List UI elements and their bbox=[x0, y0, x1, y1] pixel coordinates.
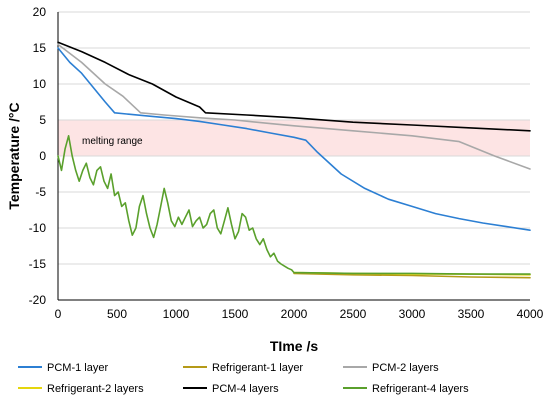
series-line-pcm-2-layers bbox=[57, 43, 531, 170]
legend-item: Refrigerant-1 layer bbox=[183, 362, 303, 374]
band-label: melting range bbox=[82, 136, 143, 147]
series-line-refrigerant-4-layers bbox=[57, 135, 531, 275]
grid-layer bbox=[58, 11, 530, 301]
series-line-pcm-1-layer bbox=[57, 47, 531, 231]
x-tick-label: 2000 bbox=[281, 307, 308, 321]
legend-item: Refrigerant-4 layers bbox=[343, 383, 469, 395]
y-tick-label: -10 bbox=[29, 221, 47, 235]
x-tick-label: 2500 bbox=[340, 307, 367, 321]
x-tick-label: 0 bbox=[55, 307, 62, 321]
y-tick-label: -5 bbox=[35, 185, 46, 199]
y-tick-label: 20 bbox=[33, 5, 47, 19]
x-axis-title: TIme /s bbox=[270, 338, 318, 354]
legend-label: PCM-4 layers bbox=[212, 383, 279, 395]
x-tick-label: 500 bbox=[107, 307, 127, 321]
legend-label: Refrigerant-1 layer bbox=[212, 362, 303, 374]
x-tick-label: 1500 bbox=[222, 307, 249, 321]
series-line-refrigerant-1-layer bbox=[293, 272, 531, 279]
y-tick-label: 15 bbox=[33, 41, 47, 55]
series-layer bbox=[57, 41, 531, 279]
x-tick-label: 4000 bbox=[517, 307, 544, 321]
y-tick-label: 0 bbox=[39, 149, 46, 163]
legend: PCM-1 layer Refrigerant-1 layer PCM-2 laye… bbox=[18, 362, 469, 395]
y-tick-label: -20 bbox=[29, 293, 47, 307]
legend-item: PCM-1 layer bbox=[18, 362, 108, 374]
x-tick-label: 3500 bbox=[458, 307, 485, 321]
y-tick-label: 10 bbox=[33, 77, 47, 91]
series-line-pcm-4-layers bbox=[57, 41, 531, 132]
legend-item: PCM-4 layers bbox=[183, 383, 279, 395]
legend-label: Refrigerant-4 layers bbox=[372, 383, 469, 395]
y-axis-title: Temperature /°C bbox=[6, 102, 22, 209]
x-tick-label: 1000 bbox=[163, 307, 190, 321]
y-tick-label: -15 bbox=[29, 257, 47, 271]
x-tick-label: 3000 bbox=[399, 307, 426, 321]
legend-label: Refrigerant-2 layers bbox=[47, 383, 144, 395]
legend-item: PCM-2 layers bbox=[343, 362, 439, 374]
legend-label: PCM-2 layers bbox=[372, 362, 439, 374]
tick-label-layer: 20 15 10 5 0 -5 -10 -15 -20 0 500 1000 1500 2000 2500 3… bbox=[29, 5, 544, 321]
y-tick-label: 5 bbox=[39, 113, 46, 127]
legend-label: PCM-1 layer bbox=[47, 362, 108, 374]
legend-item: Refrigerant-2 layers bbox=[18, 383, 144, 395]
